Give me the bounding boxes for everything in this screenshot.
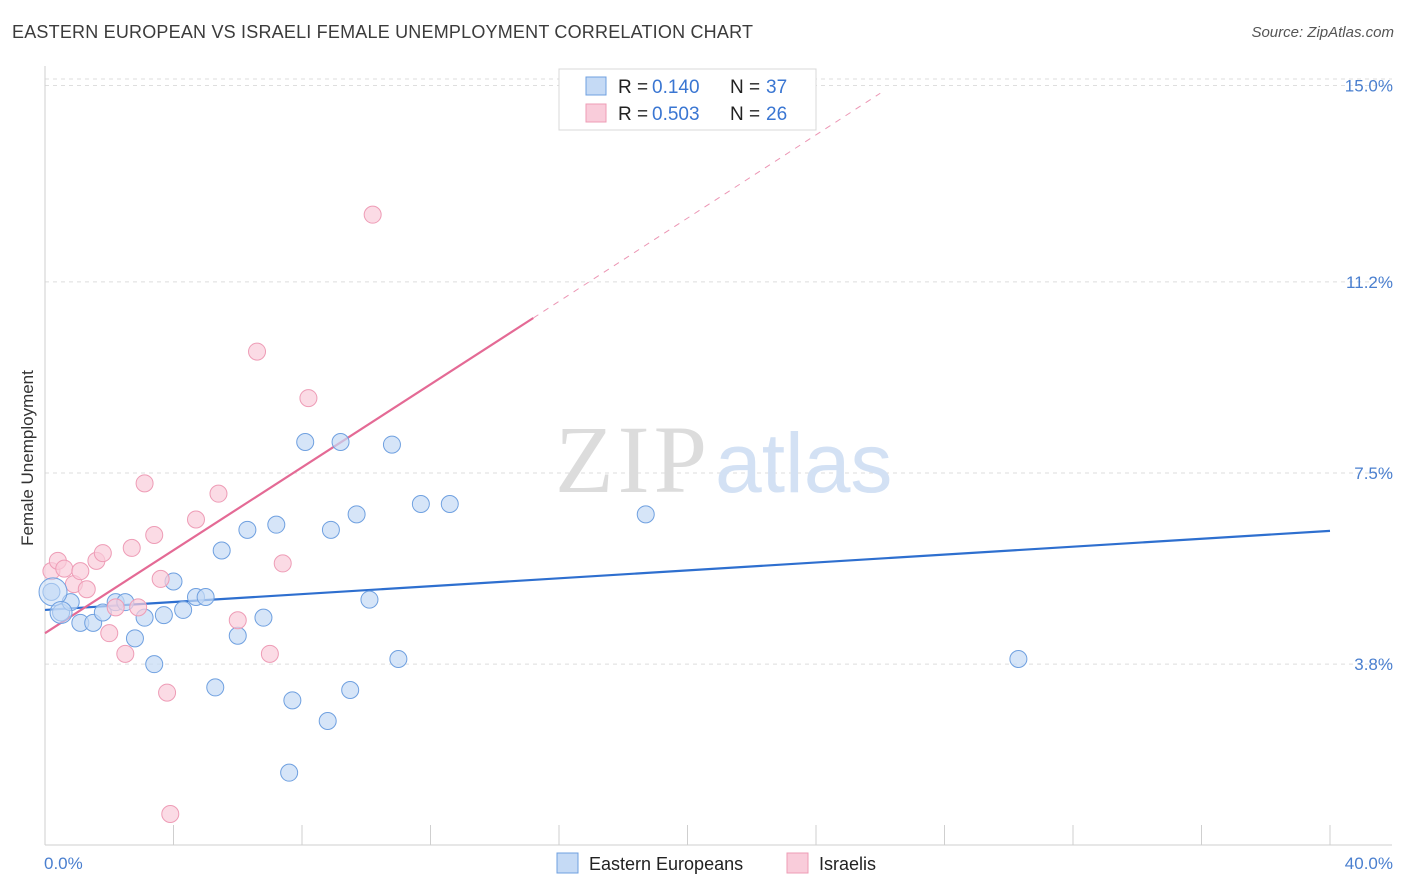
point-israeli — [151, 569, 170, 588]
y-tick-label: 7.5% — [1354, 464, 1393, 483]
point-israeli — [93, 544, 112, 563]
watermark-zip: ZIP — [555, 406, 711, 513]
point-eastern-european — [360, 590, 379, 609]
point-eastern-european — [331, 433, 350, 451]
point-israeli — [71, 562, 90, 581]
grid-lines — [45, 78, 1392, 665]
point-eastern-european — [206, 678, 225, 697]
point-israeli — [273, 554, 292, 573]
point-israeli — [260, 644, 279, 663]
watermark-atlas: atlas — [715, 416, 892, 510]
point-eastern-european — [411, 495, 430, 513]
y-tick-label: 3.8% — [1354, 655, 1393, 674]
legend-r-label: R = — [618, 104, 648, 125]
point-eastern-european — [196, 588, 215, 606]
point-eastern-european — [267, 515, 286, 534]
bottom-legend-label-eastern: Eastern Europeans — [589, 854, 743, 874]
trend-line-1 — [44, 317, 534, 635]
point-israeli — [100, 624, 119, 643]
point-israeli — [106, 598, 125, 617]
point-eastern-european — [125, 629, 144, 648]
legend-swatch-eastern — [585, 76, 607, 96]
trend-lines — [44, 92, 1331, 635]
point-israeli — [158, 683, 177, 702]
y-axis-label: Female Unemployment — [18, 370, 37, 546]
legend-box: R = 0.140 N = 37 R = 0.503 N = 26 — [558, 68, 817, 131]
point-eastern-european — [341, 681, 360, 699]
point-eastern-european — [154, 606, 173, 625]
legend-n-label: N = — [730, 77, 760, 98]
point-israeli — [135, 474, 154, 493]
x-tick-label: 0.0% — [44, 854, 83, 873]
point-eastern-european — [280, 763, 299, 782]
bottom-legend-swatch-israeli — [786, 852, 809, 874]
axes — [44, 66, 1392, 846]
tick-labels: 3.8% 7.5% 11.2% 15.0% 0.0% 40.0% — [44, 77, 1393, 874]
trend-extension-1 — [533, 92, 881, 319]
point-eastern-european — [440, 495, 459, 513]
legend-n-label: N = — [730, 104, 760, 125]
point-eastern-european — [321, 520, 340, 539]
point-israeli — [209, 484, 228, 503]
point-eastern-european — [636, 505, 655, 524]
trend-line-0 — [44, 529, 1331, 612]
point-eastern-european — [254, 608, 273, 627]
point-israeli — [129, 598, 148, 617]
source-credit: Source: ZipAtlas.com — [1251, 24, 1394, 41]
bottom-legend: Eastern Europeans Israelis — [556, 852, 876, 874]
bottom-legend-swatch-eastern — [556, 852, 579, 874]
point-eastern-european — [318, 712, 337, 730]
point-eastern-european — [283, 691, 302, 710]
watermark: ZIP atlas — [555, 406, 892, 513]
chart-title: EASTERN EUROPEAN VS ISRAELI FEMALE UNEMP… — [12, 22, 754, 42]
point-israeli — [116, 644, 135, 663]
point-eastern-european — [228, 626, 247, 645]
point-israeli — [186, 510, 205, 529]
point-eastern-european — [238, 520, 257, 539]
point-israeli — [55, 559, 74, 578]
point-israeli — [228, 611, 247, 630]
y-tick-label: 11.2% — [1346, 273, 1393, 292]
point-israeli — [299, 389, 318, 408]
point-eastern-european — [145, 655, 164, 674]
legend-r-value-eastern: 0.140 — [652, 77, 700, 98]
legend-swatch-israeli — [585, 103, 607, 123]
y-tick-label: 15.0% — [1345, 77, 1393, 96]
x-tick-label: 40.0% — [1345, 854, 1393, 873]
point-israeli — [363, 205, 382, 224]
legend-n-value-eastern: 37 — [766, 77, 787, 98]
point-israeli — [145, 526, 164, 544]
legend-r-value-israeli: 0.503 — [652, 104, 700, 125]
legend-r-label: R = — [618, 77, 648, 98]
point-eastern-european — [1009, 650, 1028, 668]
bottom-legend-label-israeli: Israelis — [819, 854, 876, 874]
point-eastern-european — [212, 541, 231, 560]
point-eastern-european — [174, 600, 193, 619]
point-eastern-european — [382, 435, 401, 454]
point-eastern-european — [347, 505, 366, 524]
point-israeli — [161, 805, 180, 823]
point-israeli — [122, 538, 141, 557]
data-points — [38, 205, 1028, 823]
point-israeli — [77, 580, 96, 599]
point-cluster-eastern-european — [49, 601, 73, 624]
point-eastern-european — [296, 433, 315, 451]
point-eastern-european — [389, 650, 408, 668]
point-israeli — [248, 342, 267, 361]
legend-n-value-israeli: 26 — [766, 104, 787, 125]
